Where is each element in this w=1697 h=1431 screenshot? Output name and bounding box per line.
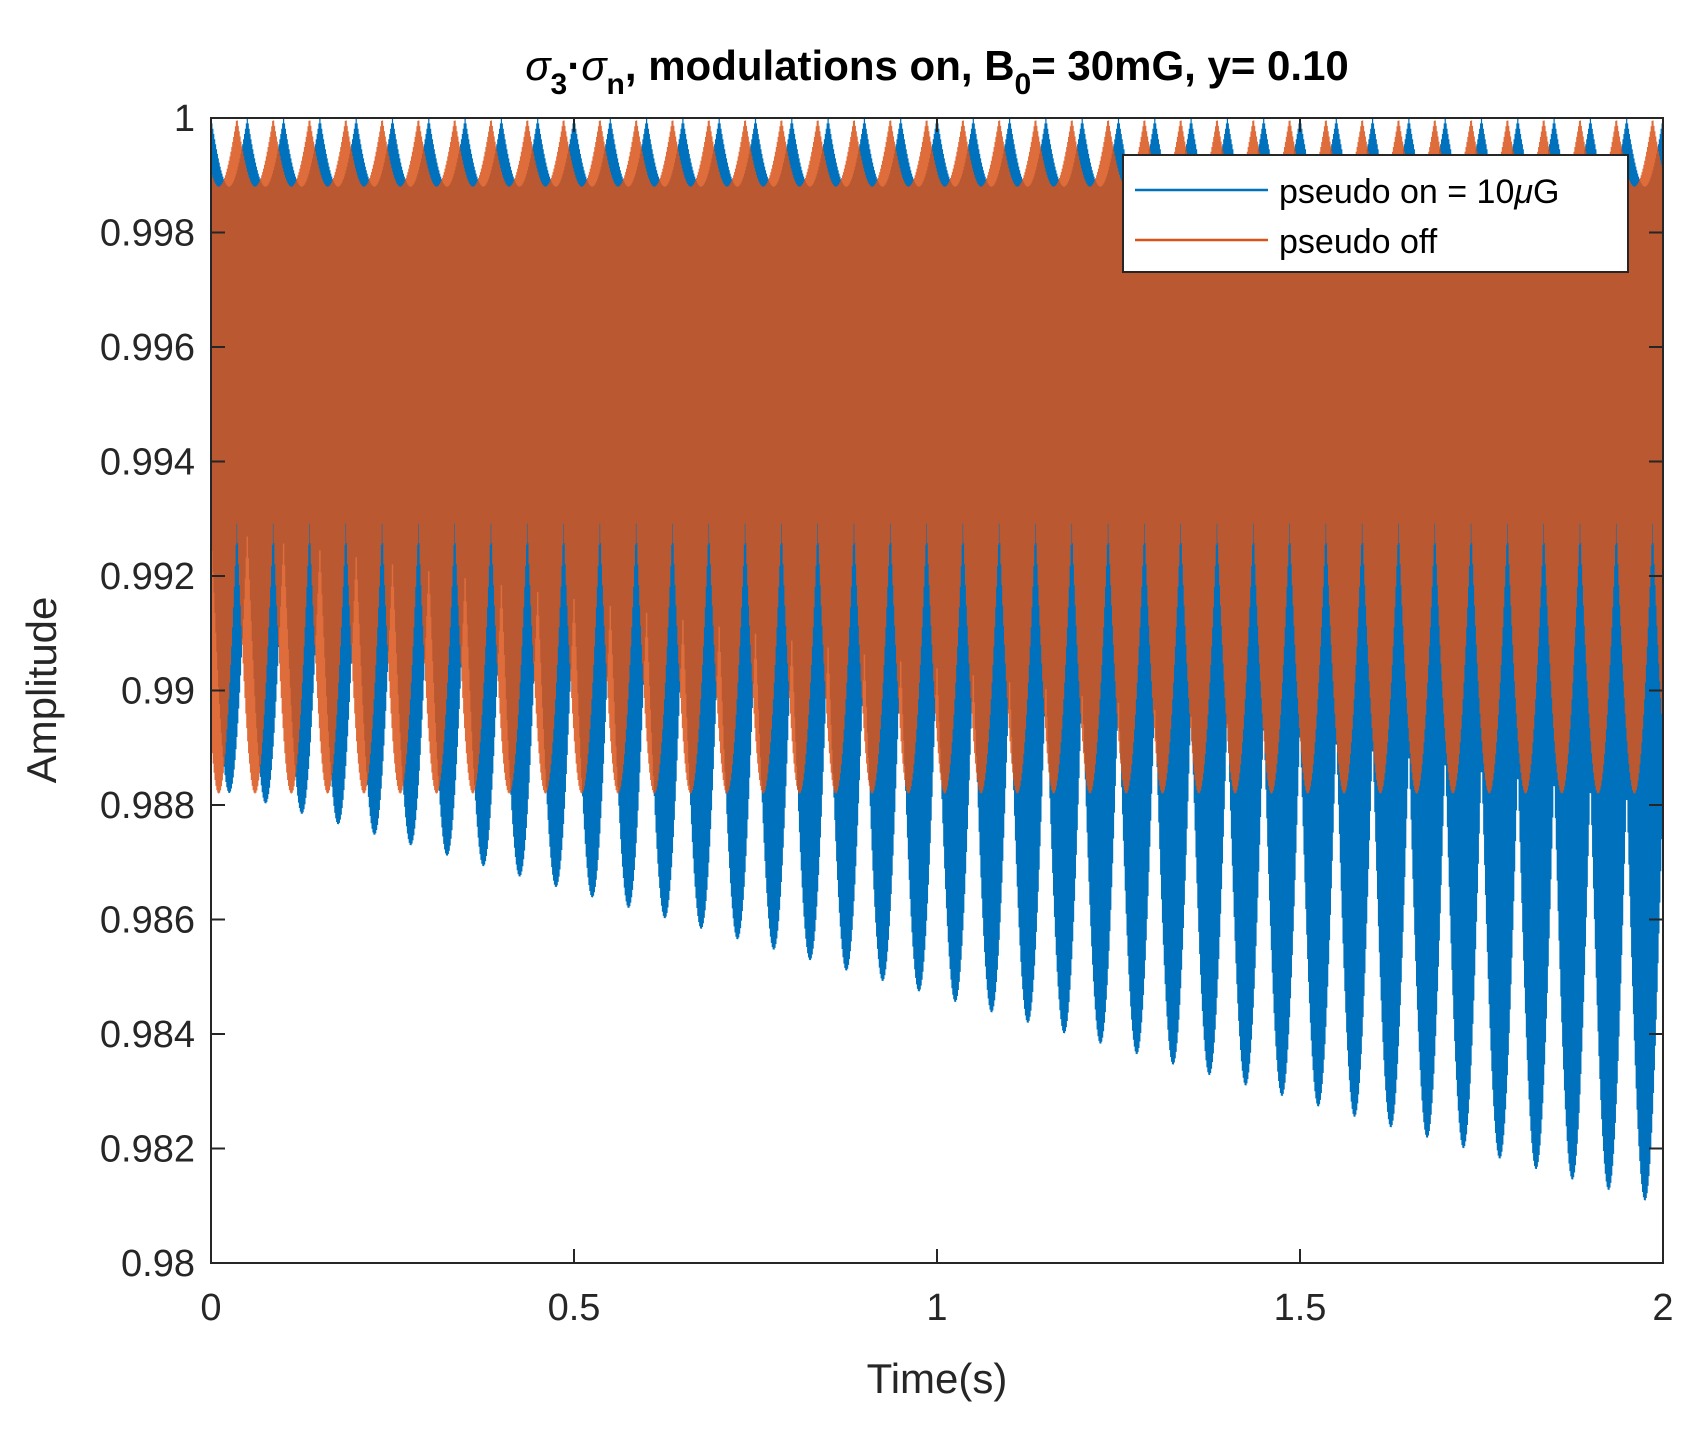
y-tick-label: 0.982 [100,1129,195,1171]
y-tick-label: 0.986 [100,900,195,942]
title-sigma-1: σ [525,42,552,89]
title-sigma-2: σ [581,42,608,89]
series-line-pseudo-off [211,120,1663,794]
tick-layer: 0 0.5 1 1.5 2 0.98 0.982 0.984 0.986 0.988 0.99 0.9… [100,98,1674,1329]
x-tick-label: 1 [926,1287,947,1329]
y-tick-label: 0.99 [121,671,195,713]
y-tick-label: 1 [174,98,195,140]
x-tick-label: 0 [200,1287,221,1329]
y-tick-label: 0.994 [100,442,195,484]
title-part2: = 30mG, y= 0.10 [1031,42,1349,89]
legend-box [1122,154,1629,273]
x-tick-label: 1.5 [1274,1287,1327,1329]
x-tick-label: 0.5 [548,1287,601,1329]
title-part1: , modulations on, B [625,42,1015,89]
y-tick-label: 0.992 [100,556,195,598]
legend-pseudo-on-mu: μ [1513,173,1533,211]
legend: pseudo on = 10μG pseudo off [1122,154,1629,273]
title-sub-n: n [607,68,625,101]
y-tick-label: 0.996 [100,327,195,369]
series-layer [211,118,1663,1201]
legend-pseudo-on-suffix: G [1533,173,1559,211]
title-sub-3: 3 [551,68,568,101]
series-line-pseudo-on [211,118,1663,1201]
y-tick-label: 0.984 [100,1014,195,1056]
title-sub-0: 0 [1015,68,1032,101]
x-axis-label: Time(s) [867,1355,1008,1402]
x-tick-label: 2 [1652,1287,1673,1329]
legend-pseudo-on-prefix: pseudo on = 10 [1279,173,1514,211]
chart-title: σ3·σn, modulations on, B0= 30mG, y= 0.10 [525,42,1349,101]
y-tick-label: 0.98 [121,1243,195,1285]
title-dot: · [567,42,581,89]
y-tick-label: 0.988 [100,785,195,827]
legend-label-pseudo-on: pseudo on = 10μG [1279,173,1559,211]
y-axis-label: Amplitude [18,597,65,784]
legend-label-pseudo-off: pseudo off [1279,223,1438,261]
y-tick-label: 0.998 [100,213,195,255]
